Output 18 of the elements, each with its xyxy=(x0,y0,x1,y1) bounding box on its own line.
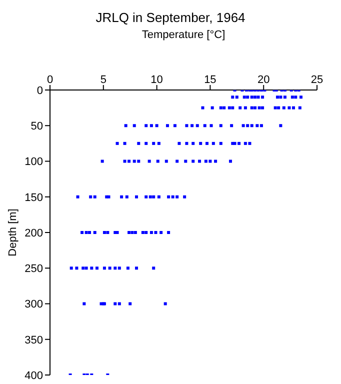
y-tick-label: 200 xyxy=(24,227,43,240)
x-tick-label: 20 xyxy=(257,74,270,86)
y-tick-label: 50 xyxy=(30,120,43,133)
x-tick-label: 0 xyxy=(46,74,54,86)
y-tick-label: 250 xyxy=(24,263,43,276)
x-tick-label: 10 xyxy=(150,74,163,86)
y-tick-label: 100 xyxy=(24,156,43,168)
y-tick-label: 300 xyxy=(24,298,43,311)
y-tick-label: 350 xyxy=(24,334,43,346)
chart-title: JRLQ in September, 1964 xyxy=(94,9,246,27)
y-tick-label: 150 xyxy=(24,192,43,204)
y-tick-label: 0 xyxy=(36,84,43,97)
x-tick-label: 25 xyxy=(310,74,324,86)
x-tick-label: 15 xyxy=(204,74,216,86)
y-tick-label: 400 xyxy=(24,370,43,382)
y-axis-title: Depth [m] xyxy=(6,208,19,256)
x-axis-title: Temperature [°C] xyxy=(142,29,226,41)
x-tick-label: 5 xyxy=(100,74,106,86)
